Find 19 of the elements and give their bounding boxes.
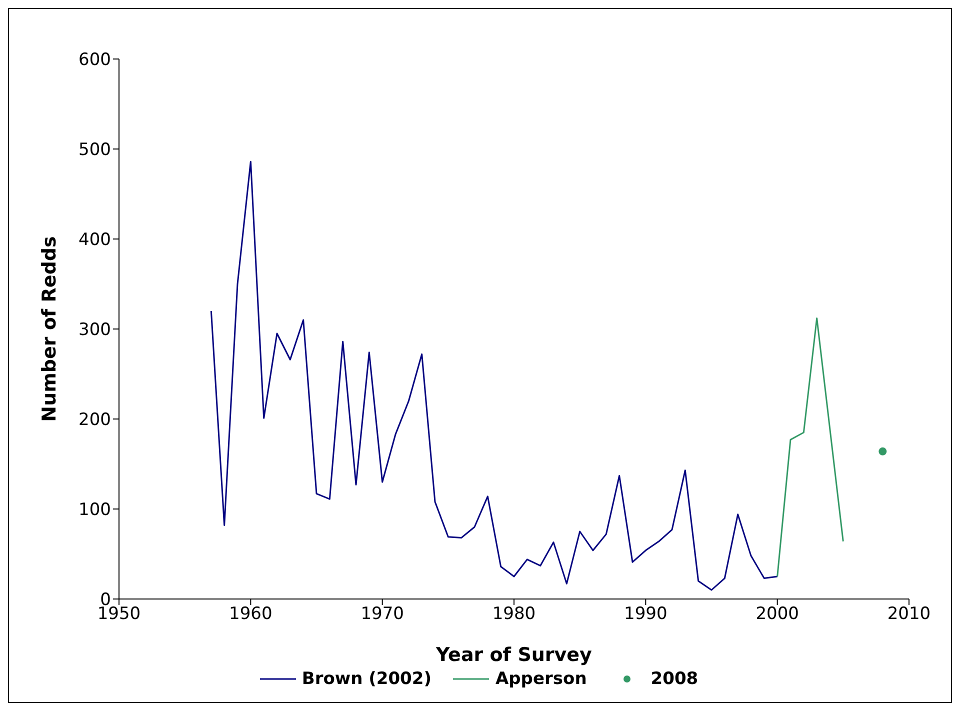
y-tick-label: 300 [78, 320, 111, 340]
y-tick-label: 100 [78, 500, 111, 520]
x-tick-label: 2000 [756, 604, 799, 624]
x-axis-title: Year of Survey [435, 644, 593, 666]
x-tick-label: 1980 [492, 604, 536, 624]
legend-label: Brown (2002) [300, 669, 432, 689]
line-series [776, 317, 844, 578]
legend-label: Apperson [494, 669, 587, 689]
legend-label: 2008 [650, 669, 698, 689]
y-axis-title: Number of Redds [38, 236, 61, 422]
x-tick-label: 1990 [624, 604, 668, 624]
y-tick-label: 500 [78, 140, 111, 160]
x-tick-label: 1970 [360, 604, 404, 624]
y-tick-label: 400 [78, 230, 111, 250]
line-series [210, 160, 778, 591]
x-tick-label: 1960 [229, 604, 272, 624]
x-tick-label: 2010 [887, 604, 931, 624]
y-tick-label: 200 [78, 410, 111, 430]
y-tick-label: 600 [78, 50, 111, 70]
